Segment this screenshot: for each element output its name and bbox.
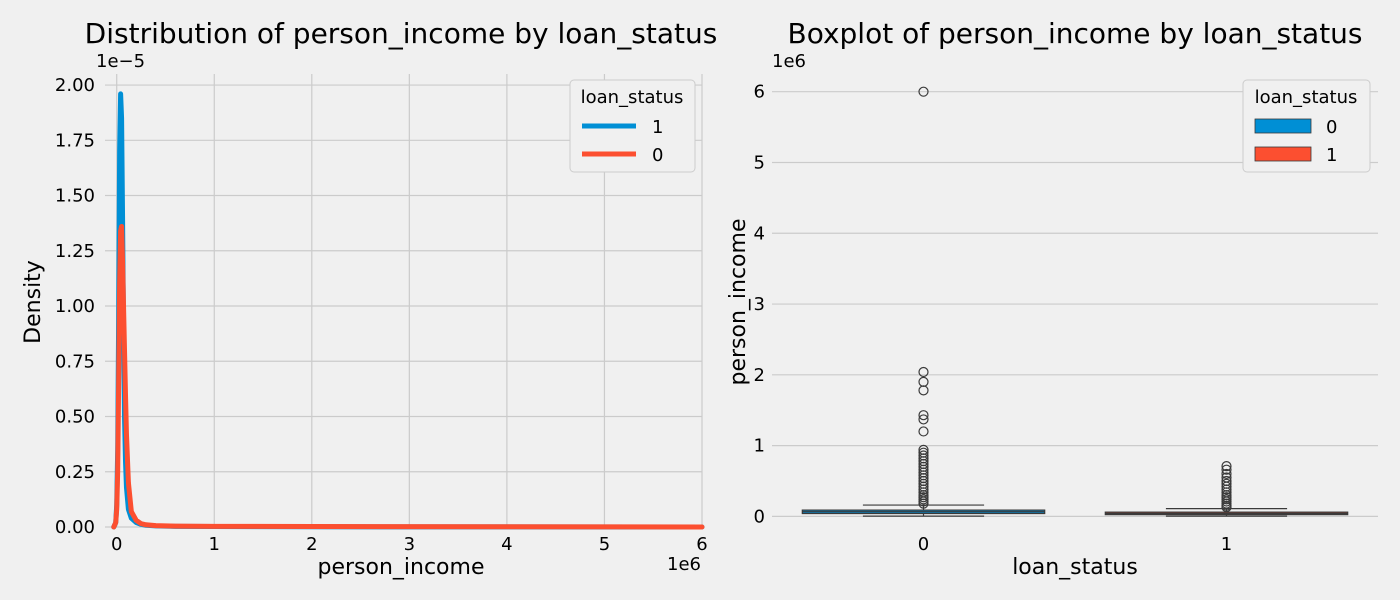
kde-y-tick-label: 0.50 (55, 407, 95, 428)
kde-legend-label-1: 1 (652, 117, 663, 138)
boxplot-y-tick-label: 1 (754, 436, 765, 457)
kde-y-tick-label: 2.00 (55, 75, 95, 96)
boxplot-x-axis-label: loan_status (1012, 555, 1138, 580)
kde-x-tick-label: 5 (599, 534, 610, 555)
boxplot-ticks: 0 1 2 3 4 5 6 0 1 (754, 82, 1233, 555)
boxplot-y-tick-label: 2 (754, 365, 765, 386)
kde-y-tick-label: 1.75 (55, 130, 95, 151)
boxplot-legend: loan_status 0 1 (1242, 79, 1371, 173)
kde-x-tick-label: 2 (306, 534, 317, 555)
kde-x-tick-label: 4 (501, 534, 512, 555)
boxplot-box-group-0 (801, 86, 1046, 517)
kde-title: Distribution of person_income by loan_st… (85, 17, 718, 50)
boxplot-box-group-1 (1104, 461, 1349, 517)
kde-y-tick-label: 1.00 (55, 296, 95, 317)
boxplot-legend-label-1: 1 (1326, 145, 1337, 166)
kde-y-tick-label: 0.75 (55, 351, 95, 372)
boxplot-y-tick-label: 4 (754, 223, 765, 244)
kde-x-tick-label: 1 (209, 534, 220, 555)
kde-x-offset-label: 1e6 (667, 554, 701, 575)
kde-lines (111, 91, 705, 530)
kde-y-tick-label: 0.25 (55, 462, 95, 483)
boxplot-outlier-point (918, 498, 929, 509)
kde-y-tick-label: 1.25 (55, 241, 95, 262)
boxplot-x-tick-label: 1 (1221, 534, 1232, 555)
boxplot-outlier-point (1221, 484, 1232, 495)
kde-legend-label-0: 0 (652, 145, 663, 166)
kde-y-offset-label: 1e−5 (96, 51, 145, 72)
boxplot-y-offset-label: 1e6 (772, 51, 806, 72)
kde-legend: loan_status 1 0 (569, 79, 696, 173)
boxplot-outlier-point (918, 426, 929, 437)
kde-ticks: 0 1 2 3 4 5 6 0.00 0.25 0.50 0.75 1.00 1.25 1.50 1.75 2… (55, 75, 708, 555)
boxplot-y-tick-label: 5 (754, 152, 765, 173)
boxplot-y-tick-label: 6 (754, 82, 765, 103)
boxplot-outlier-point (918, 414, 929, 425)
kde-x-tick-label: 6 (696, 534, 707, 555)
boxplot-outlier-point (918, 385, 929, 396)
boxplot-x-tick-label: 0 (918, 534, 929, 555)
boxplot-outlier-point (918, 410, 929, 421)
boxplot-legend-swatch-0 (1254, 118, 1312, 134)
kde-x-tick-label: 3 (404, 534, 415, 555)
kde-x-axis-label: person_income (318, 555, 485, 580)
boxplot-outlier-point (1221, 468, 1232, 480)
boxplot-outlier-point (918, 484, 929, 495)
kde-y-tick-label: 0.00 (55, 517, 95, 538)
boxplot-outlier-point (918, 366, 929, 378)
boxplot-title: Boxplot of person_income by loan_status (787, 17, 1362, 50)
boxplot-legend-title: loan_status (1255, 87, 1358, 108)
boxplot-outlier-point (1221, 464, 1232, 475)
boxplot-legend-label-0: 0 (1326, 117, 1337, 138)
boxplot-legend-swatch-1 (1254, 146, 1312, 162)
kde-legend-title: loan_status (581, 87, 684, 108)
boxplot-outlier-point (918, 86, 929, 97)
boxplot-outlier-point (1221, 502, 1232, 513)
kde-line-series-0 (111, 223, 705, 530)
boxplot-panel: Boxplot of person_income by loan_status … (726, 17, 1378, 580)
boxplot-y-axis-label: person_income (726, 219, 751, 386)
kde-panel: Distribution of person_income by loan_st… (21, 17, 717, 580)
boxplot-y-tick-label: 3 (754, 294, 765, 315)
boxplot-y-tick-label: 0 (754, 506, 765, 527)
boxplot-outlier-point (1221, 461, 1232, 472)
kde-y-tick-label: 1.50 (55, 186, 95, 207)
kde-x-tick-label: 0 (111, 534, 122, 555)
boxplot-boxes (801, 86, 1349, 517)
kde-y-axis-label: Density (21, 260, 46, 344)
